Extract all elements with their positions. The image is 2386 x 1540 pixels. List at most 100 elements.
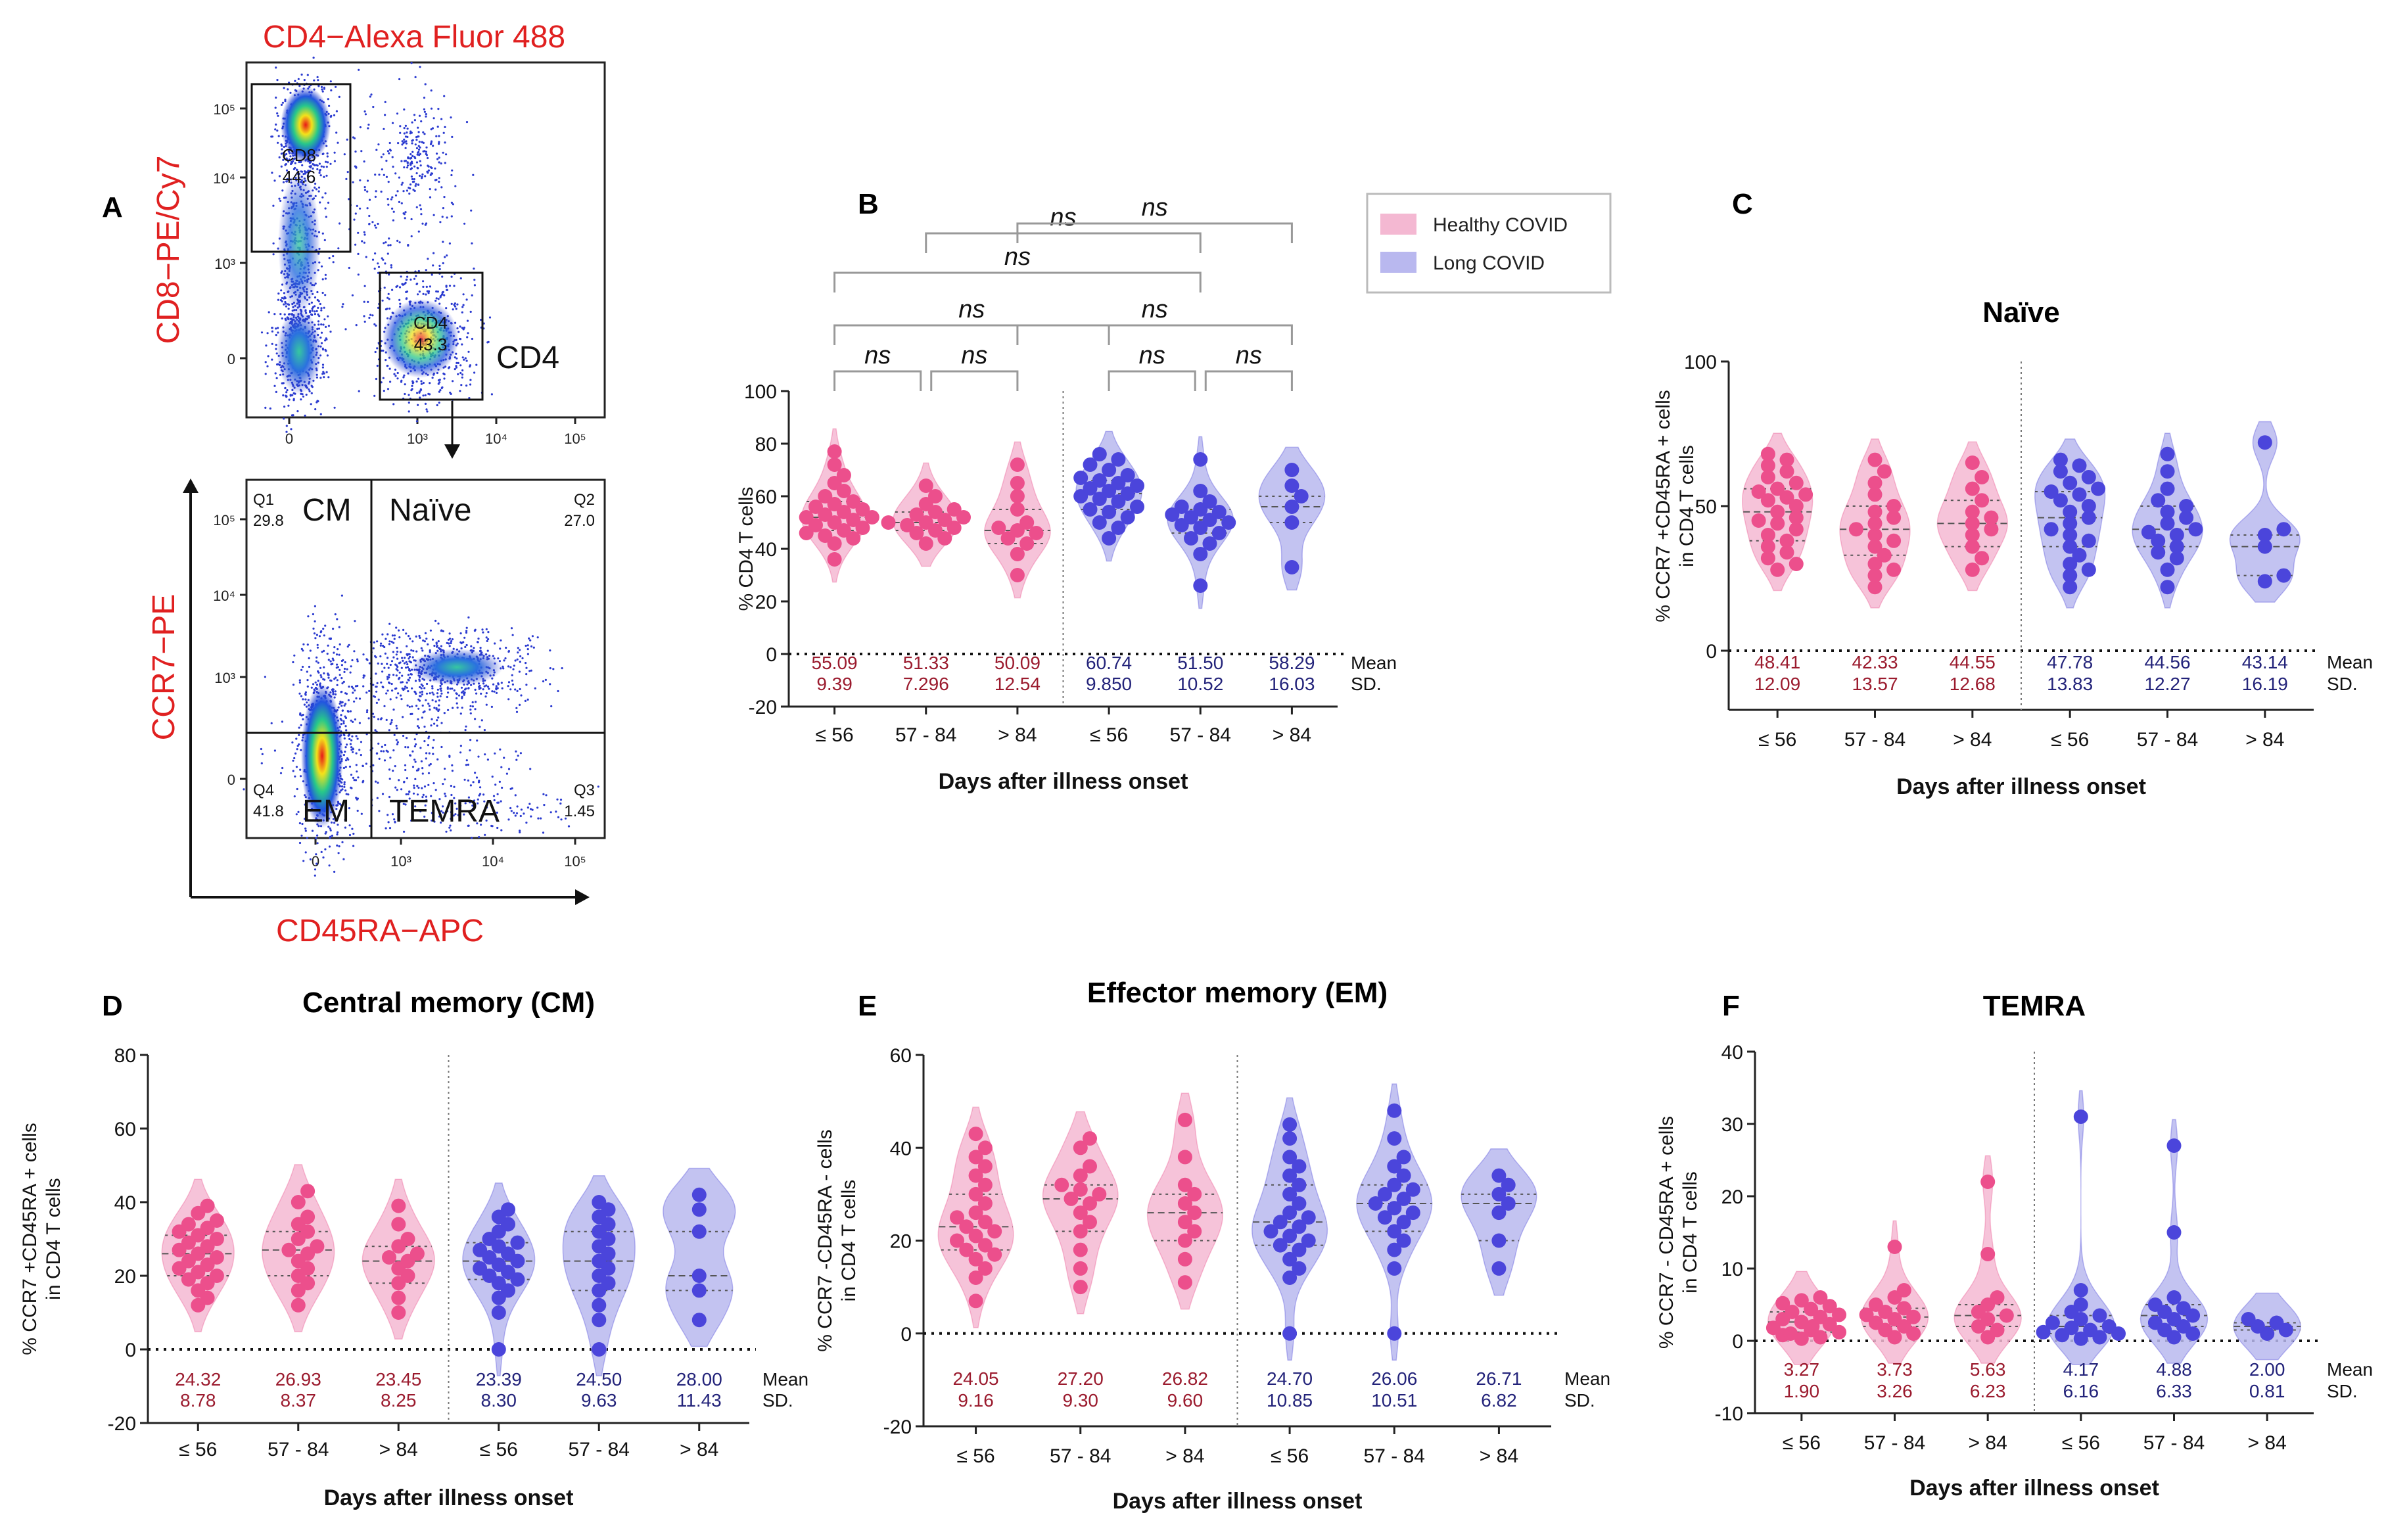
event-dot — [400, 275, 402, 278]
event-dot — [381, 663, 383, 665]
event-dot — [352, 181, 354, 183]
event-dot — [351, 735, 354, 737]
legend-label-healthy[interactable]: Healthy COVID — [1433, 214, 1568, 236]
event-dot — [427, 164, 429, 167]
event-dot — [444, 126, 446, 128]
event-dot — [275, 96, 277, 99]
data-point — [1387, 1261, 1402, 1276]
event-dot — [360, 812, 363, 815]
event-dot — [391, 122, 394, 124]
event-dot — [418, 291, 421, 293]
event-dot — [362, 674, 365, 677]
event-dot — [398, 200, 401, 203]
event-dot — [415, 139, 418, 141]
event-dot — [387, 821, 390, 824]
event-dot — [320, 165, 323, 168]
data-point — [1990, 1322, 2005, 1338]
event-dot — [507, 698, 510, 701]
event-dot — [450, 793, 453, 797]
event-dot — [302, 698, 304, 701]
event-dot — [377, 742, 380, 745]
data-point — [1092, 447, 1107, 461]
event-dot — [406, 131, 408, 134]
x-tick-label: 57 - 84 — [895, 724, 956, 746]
event-dot — [323, 306, 325, 309]
data-point — [1292, 1219, 1307, 1234]
event-dot — [277, 135, 280, 137]
data-point — [691, 1313, 707, 1328]
event-dot — [427, 737, 430, 739]
cd8-hotspot — [281, 87, 331, 163]
event-dot — [317, 661, 319, 664]
event-dot — [344, 715, 346, 718]
event-dot — [285, 163, 287, 166]
data-point — [1184, 531, 1198, 546]
event-dot — [449, 638, 452, 640]
event-dot — [354, 718, 357, 721]
event-dot — [520, 808, 523, 811]
y-tick-label: 0 — [125, 1340, 136, 1361]
event-dot — [421, 141, 423, 143]
event-dot — [323, 678, 326, 681]
event-dot — [429, 393, 431, 396]
event-dot — [429, 709, 431, 711]
gate-cd8[interactable] — [250, 83, 352, 253]
data-point — [2063, 580, 2078, 595]
event-dot — [441, 275, 444, 278]
event-dot — [360, 741, 363, 743]
event-dot — [487, 638, 490, 641]
event-dot — [362, 780, 365, 782]
event-dot — [285, 180, 288, 183]
sd-value: 12.09 — [1754, 674, 1800, 694]
event-dot — [519, 649, 521, 651]
y-tick-label: 20 — [114, 1266, 136, 1288]
event-dot — [435, 707, 438, 710]
event-dot — [419, 686, 421, 689]
significance-bracket — [925, 232, 1202, 253]
event-dot — [411, 656, 414, 659]
event-dot — [406, 666, 409, 668]
event-dot — [417, 377, 420, 380]
event-dot — [431, 273, 433, 276]
event-dot — [375, 701, 379, 704]
bottom-x-arrow-head — [575, 889, 590, 905]
event-dot — [271, 342, 273, 345]
event-dot — [363, 315, 365, 317]
event-dot — [471, 807, 475, 810]
event-dot — [271, 330, 273, 333]
data-point — [1813, 1290, 1828, 1305]
gate-cd4[interactable] — [379, 271, 484, 401]
event-dot — [283, 313, 286, 315]
event-dot — [396, 239, 399, 242]
sd-value: 6.33 — [2156, 1381, 2192, 1401]
event-dot — [373, 323, 376, 325]
sd-value: 9.63 — [581, 1390, 617, 1411]
data-point — [1999, 1308, 2014, 1323]
event-dot — [409, 164, 412, 166]
event-dot — [418, 680, 421, 682]
event-dot — [396, 789, 398, 791]
event-dot — [451, 135, 454, 138]
mean-value: 42.33 — [1852, 652, 1898, 672]
event-dot — [406, 128, 409, 130]
data-point — [977, 1238, 993, 1253]
y-tick-label: 0 — [227, 351, 235, 367]
event-dot — [519, 703, 521, 706]
event-dot — [281, 317, 283, 320]
event-dot — [479, 726, 481, 728]
sd-value: 10.52 — [1177, 674, 1223, 694]
event-dot — [437, 622, 440, 625]
event-dot — [381, 745, 383, 748]
event-dot — [351, 659, 354, 662]
event-dot — [534, 687, 536, 689]
event-dot — [440, 118, 443, 120]
event-dot — [419, 636, 421, 640]
legend-label-long[interactable]: Long COVID — [1433, 252, 1545, 274]
data-point — [1387, 1177, 1402, 1192]
event-dot — [455, 308, 457, 310]
event-dot — [285, 425, 288, 427]
event-dot — [311, 829, 314, 832]
event-dot — [340, 714, 342, 716]
event-dot — [380, 750, 383, 753]
event-dot — [437, 709, 440, 712]
